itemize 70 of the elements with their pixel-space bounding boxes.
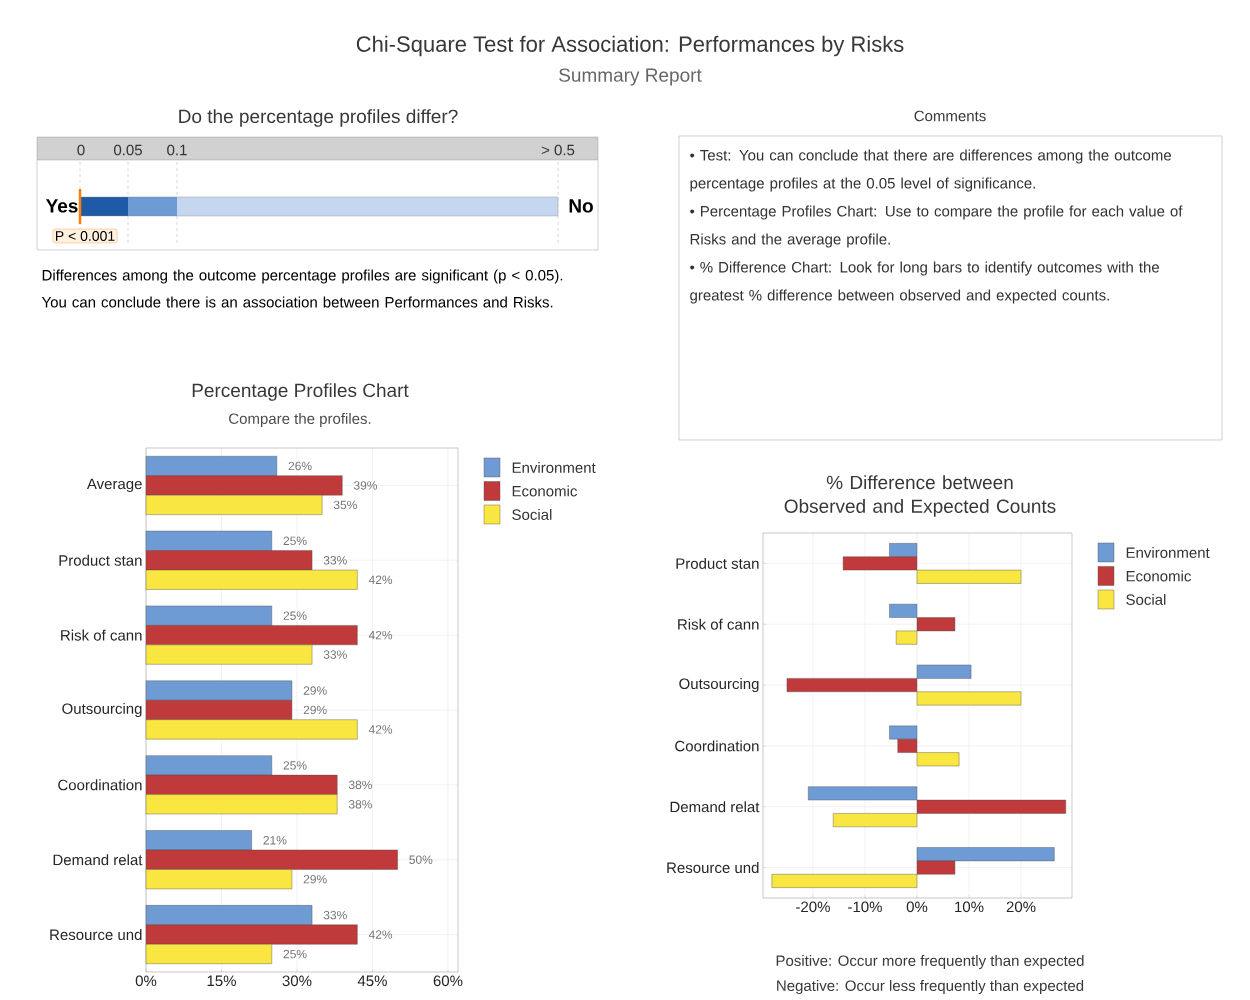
x-tick-label: 60% [433, 975, 463, 987]
text: Negative: Occur less frequently than expected [777, 979, 1084, 994]
data-label: 42% [368, 575, 393, 584]
text: 0.05 [113, 144, 142, 156]
y-tick-label: Demand relat [53, 854, 143, 866]
text: Positive: Occur more frequently than expected [776, 954, 1084, 969]
data-label: 25% [283, 761, 307, 770]
y-tick-label: Product stan [59, 554, 142, 566]
data-label: 38% [348, 780, 373, 790]
text: Do the percentage profiles differ? [179, 109, 458, 127]
x-tick-label: -20% [796, 901, 830, 913]
y-tick-label: Coordination [675, 740, 759, 752]
data-label: 25% [283, 611, 307, 620]
legend-label: Economic [512, 485, 577, 497]
text: Yes [45, 199, 78, 213]
x-tick-label: 10% [955, 901, 984, 913]
text: > 0.5 [541, 144, 575, 156]
text: Chi-Square Test for Association: Performances by Risks [356, 35, 904, 57]
legend-label: Environment [1126, 546, 1210, 558]
text: 0.1 [167, 144, 187, 156]
data-label: 25% [283, 949, 307, 959]
text: Comments [914, 110, 986, 122]
x-tick-label: 20% [1006, 901, 1036, 913]
data-label: 33% [323, 556, 347, 565]
legend-label: Social [512, 508, 552, 520]
x-tick-label: 30% [282, 975, 312, 987]
data-label: 25% [283, 536, 307, 546]
data-label: 33% [323, 910, 347, 920]
data-label: 42% [368, 725, 393, 734]
x-tick-label: 45% [357, 975, 387, 987]
y-tick-label: Outsourcing [679, 678, 759, 693]
data-label: 29% [303, 874, 327, 884]
text: • % Difference Chart: Look for long bars to identify outcomes with the greatest % difference between observed and expected counts. [690, 261, 1159, 304]
data-label: 42% [368, 630, 393, 640]
text: 0 [77, 144, 85, 156]
text: • Test: You can conclude that there are differences among the outcome percentage profiles at the 0.05 level of significance. [690, 149, 1172, 192]
legend-label: Environment [512, 461, 596, 473]
data-label: 29% [303, 686, 327, 695]
y-tick-label: Coordination [58, 779, 142, 791]
text: Summary Report [559, 68, 702, 86]
y-tick-label: Demand relat [670, 801, 760, 813]
data-label: 29% [303, 705, 327, 715]
data-label: 35% [333, 500, 357, 510]
text: Differences among the outcome percentage profiles are significant (p < 0.05). You can conclude there is an association between Performances and Risks. [41, 269, 563, 308]
data-label: 26% [288, 461, 312, 471]
y-tick-label: Product stan [676, 557, 759, 569]
text: No [569, 199, 593, 213]
legend-label: Economic [1126, 570, 1191, 582]
text: P < 0.001 [55, 231, 115, 241]
y-tick-label: Resource und [50, 929, 142, 941]
x-tick-label: -10% [848, 901, 882, 913]
x-tick-label: 0% [906, 901, 928, 913]
data-label: 33% [323, 650, 347, 659]
chart-subtitle: Compare the profiles. [229, 412, 371, 427]
y-tick-label: Average [86, 478, 142, 493]
data-label: 50% [409, 855, 433, 864]
text: • Percentage Profiles Chart: Use to compare the profile for each value of Risks and the average profile. [690, 205, 1183, 248]
chart-title: % Difference between Observed and Expected Counts [784, 475, 1056, 517]
data-label: 21% [263, 836, 287, 845]
data-label: 42% [368, 930, 393, 939]
y-tick-label: Risk of cann [678, 618, 759, 630]
y-tick-label: Resource und [667, 862, 759, 874]
legend-label: Social [1126, 593, 1166, 605]
x-tick-label: 0% [135, 975, 157, 987]
chart-title: Percentage Profiles Chart [192, 383, 409, 401]
data-label: 39% [353, 481, 378, 490]
y-tick-label: Risk of cann [61, 629, 142, 641]
x-tick-label: 15% [207, 975, 236, 987]
y-tick-label: Outsourcing [62, 703, 142, 717]
data-label: 38% [348, 800, 373, 809]
